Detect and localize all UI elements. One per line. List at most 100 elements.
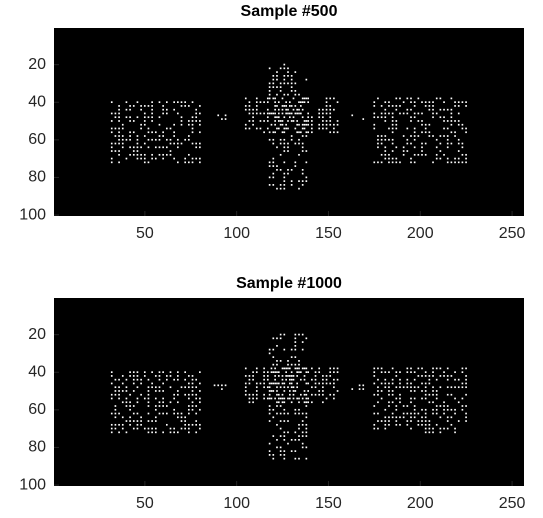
pixel — [301, 180, 304, 182]
pixel — [283, 382, 286, 385]
pixel — [388, 157, 390, 160]
pixel — [147, 386, 150, 389]
pixel — [333, 131, 335, 134]
pixel — [439, 431, 442, 434]
pixel — [125, 378, 128, 381]
pixel — [461, 127, 464, 130]
pixel — [395, 397, 398, 400]
pixel — [263, 367, 265, 370]
pixel — [154, 386, 157, 389]
pixel — [298, 138, 300, 141]
pixel — [217, 384, 220, 387]
pixel — [417, 120, 420, 122]
pixel — [129, 393, 131, 396]
pixel — [318, 390, 321, 392]
pixel — [457, 142, 460, 145]
pixel — [140, 123, 142, 126]
pixel — [165, 375, 168, 377]
pixel — [283, 333, 286, 336]
pixel — [305, 423, 308, 426]
pixel — [432, 135, 434, 137]
pixel — [298, 108, 300, 111]
pixel — [184, 427, 187, 430]
pixel — [391, 116, 394, 119]
pixel — [136, 371, 139, 374]
x-tick-label: 150 — [315, 225, 342, 242]
pixel — [446, 127, 449, 130]
pixel — [399, 105, 401, 107]
image-area — [54, 28, 524, 216]
pixel — [457, 123, 460, 126]
pixel — [384, 416, 387, 419]
pixel — [110, 423, 113, 426]
pixel — [287, 172, 289, 175]
pixel — [406, 405, 409, 407]
pixel — [277, 393, 280, 396]
pixel — [298, 153, 300, 156]
pixel — [221, 384, 223, 387]
pixel — [248, 401, 251, 404]
pixel — [162, 401, 164, 404]
pixel — [424, 423, 427, 426]
pixel — [283, 172, 286, 175]
pixel — [173, 135, 175, 137]
pixel — [298, 360, 300, 362]
pixel — [287, 420, 289, 422]
pixel — [191, 131, 194, 134]
pixel — [395, 423, 398, 426]
pixel — [132, 371, 135, 374]
pixel — [301, 442, 304, 445]
pixel — [118, 378, 120, 381]
pixel — [395, 157, 398, 160]
pixel — [314, 386, 317, 389]
pixel — [268, 397, 271, 400]
pixel — [435, 97, 438, 100]
pixel — [289, 367, 291, 370]
pixel — [314, 371, 317, 374]
pixel — [118, 153, 120, 156]
pixel — [457, 420, 460, 422]
pixel — [305, 131, 308, 134]
pixel — [184, 416, 187, 419]
pixel — [413, 135, 416, 137]
pixel — [110, 146, 113, 149]
pixel — [162, 412, 164, 415]
pixel — [136, 401, 139, 404]
pixel — [435, 146, 438, 149]
pixel — [110, 431, 113, 434]
pixel — [169, 375, 172, 377]
pixel — [177, 431, 179, 434]
pixel — [199, 408, 201, 411]
pixel — [173, 393, 175, 396]
pixel — [154, 408, 157, 411]
pixel — [154, 405, 157, 407]
pixel — [298, 457, 300, 460]
pixel — [305, 180, 308, 182]
y-tick-label: 80 — [28, 439, 46, 456]
pixel — [413, 386, 416, 389]
pixel — [298, 142, 300, 145]
y-tick-label: 100 — [19, 476, 46, 493]
pixel — [461, 405, 464, 407]
pixel — [279, 153, 282, 156]
pixel — [158, 371, 161, 374]
pixel — [413, 161, 416, 164]
pixel — [287, 127, 289, 130]
pixel — [195, 412, 198, 415]
pixel — [151, 108, 153, 111]
pixel — [384, 386, 387, 389]
pixel — [283, 161, 286, 164]
pixel — [391, 416, 394, 419]
pixel — [380, 116, 383, 119]
pixel — [114, 127, 117, 130]
pixel — [446, 375, 449, 377]
pixel — [377, 138, 379, 141]
pixel — [373, 382, 376, 385]
pixel — [114, 378, 117, 381]
pixel — [413, 397, 416, 400]
pixel — [118, 431, 120, 434]
pixel — [395, 127, 398, 130]
pixel — [443, 412, 445, 415]
pixel — [266, 112, 269, 115]
pixel — [325, 112, 328, 115]
